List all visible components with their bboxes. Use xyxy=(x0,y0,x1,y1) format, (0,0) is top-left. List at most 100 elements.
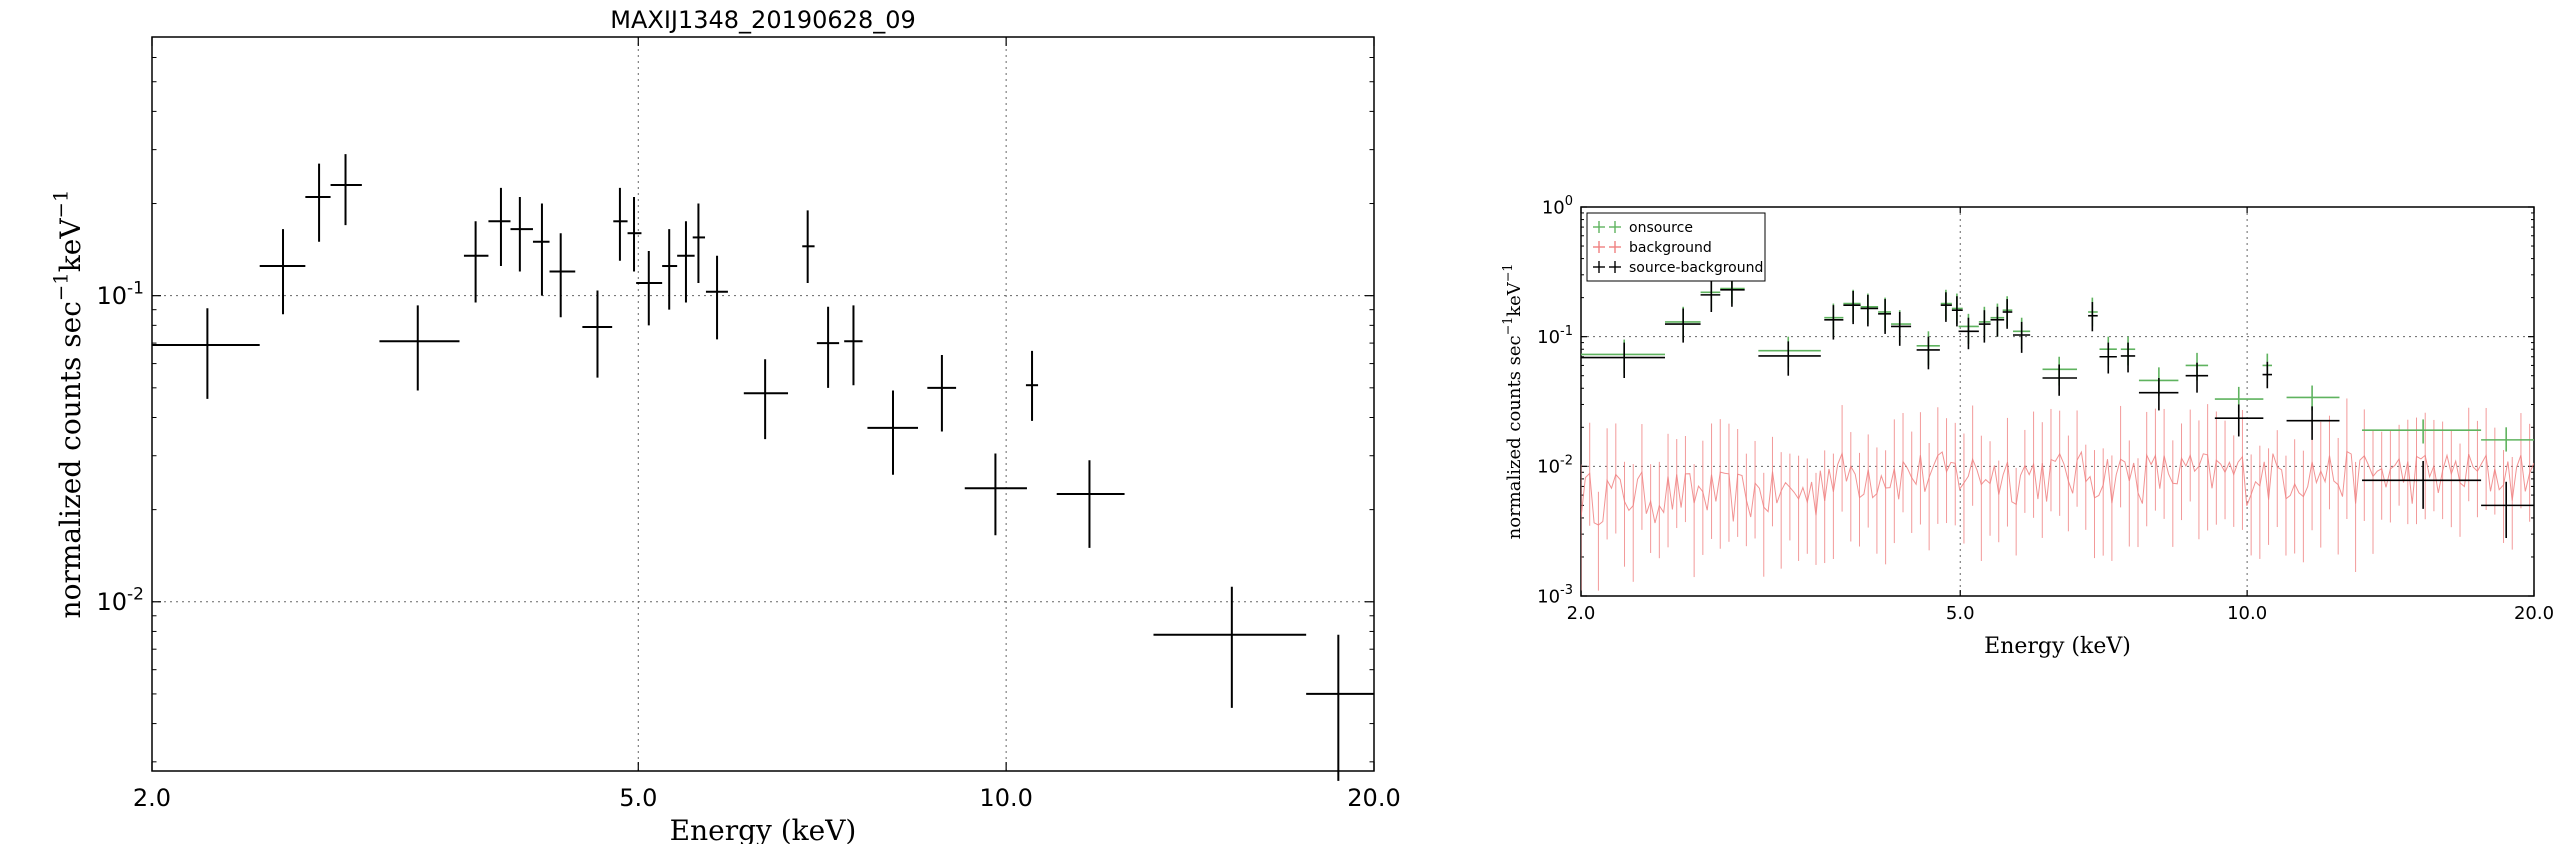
data-point xyxy=(582,290,613,378)
legend-label: onsource xyxy=(1629,220,1693,236)
source-background-point xyxy=(1990,306,2005,337)
y-tick-label: 10-1 xyxy=(97,278,145,310)
source-background-point xyxy=(1700,280,1721,312)
source-background-point xyxy=(1940,292,1952,322)
x-tick-label: 10.0 xyxy=(2227,603,2267,624)
source-background-point xyxy=(1758,341,1821,376)
y-axis-label: normalized counts sec−1keV−1 xyxy=(49,190,87,619)
plot-frame xyxy=(151,36,1375,772)
plot-frame xyxy=(1580,206,2535,597)
data-point xyxy=(1306,634,1374,781)
x-tick-label: 20.0 xyxy=(1347,784,1400,812)
y-label-unit: keV xyxy=(54,218,87,273)
x-tick-label: 2.0 xyxy=(133,784,171,812)
data-point xyxy=(259,229,306,315)
y-tick-label: 10-1 xyxy=(1537,324,1573,348)
y-tick-base: 10 xyxy=(1537,586,1560,607)
data-point xyxy=(152,308,260,399)
chart-title: MAXIJ1348_20190628_09 xyxy=(610,6,916,34)
data-point xyxy=(743,359,789,440)
x-tick-label: 2.0 xyxy=(1567,603,1596,624)
source-background-point xyxy=(1951,296,1963,327)
data-point xyxy=(816,306,840,388)
left-chart: 2.0 5.0 10.0 20.010-210-1MAXIJ1348_20190628… xyxy=(49,6,1400,844)
source-background-point xyxy=(2088,302,2098,332)
y-tick-base: 10 xyxy=(1537,327,1560,348)
data-point xyxy=(802,210,815,284)
onsource-point xyxy=(1581,339,1665,374)
legend-marker xyxy=(1593,261,1621,273)
data-point xyxy=(379,305,460,391)
y-label-exponent: −1 xyxy=(1500,264,1515,283)
data-point xyxy=(692,203,706,284)
source-background-point xyxy=(2002,299,2013,329)
source-background-point xyxy=(1581,342,1665,378)
data-point xyxy=(1056,460,1125,548)
y-label-base: normalized counts sec xyxy=(54,301,87,618)
y-tick-exponent: 0 xyxy=(1565,194,1573,209)
y-tick-base: 10 xyxy=(1537,457,1560,478)
source-background-point xyxy=(1824,305,1844,340)
source-background-point xyxy=(2013,321,2031,353)
x-tick-label: 5.0 xyxy=(619,784,657,812)
source-background-point xyxy=(1860,294,1879,327)
y-tick-exponent: -2 xyxy=(127,584,144,604)
y-label-unit: keV xyxy=(1504,281,1525,317)
source-background-point xyxy=(2120,342,2136,373)
source-background-point xyxy=(1978,310,1991,343)
data-point xyxy=(662,229,678,310)
data-point xyxy=(1153,586,1307,708)
background-trace xyxy=(1581,450,2534,526)
x-axis-label: Energy (keV) xyxy=(1984,634,2131,659)
data-point xyxy=(330,154,362,226)
x-tick-label: 10.0 xyxy=(979,784,1032,812)
y-axis-label: normalized counts sec−1keV−1 xyxy=(1500,264,1525,540)
x-tick-label: 20.0 xyxy=(2514,603,2554,624)
x-axis-label: Energy (keV) xyxy=(670,814,857,844)
source-background-point xyxy=(1664,308,1701,343)
source-background-point xyxy=(2099,342,2117,374)
background-series xyxy=(1581,398,2534,591)
data-point xyxy=(927,355,957,432)
source-background-point xyxy=(2042,364,2078,396)
y-tick-base: 10 xyxy=(97,282,128,310)
y-tick-base: 10 xyxy=(1542,197,1565,218)
y-label-exponent: −1 xyxy=(49,190,72,219)
data-point xyxy=(844,305,863,386)
data-point xyxy=(510,197,533,272)
onsource-point xyxy=(2362,419,2482,444)
data-point xyxy=(613,187,628,261)
y-tick-label: 100 xyxy=(1542,194,1573,218)
data-point xyxy=(305,163,331,242)
data-point xyxy=(549,233,576,318)
y-tick-label: 10-2 xyxy=(97,584,145,616)
source-background-point xyxy=(1958,317,1979,350)
legend-marker xyxy=(1593,241,1621,253)
source-background-point xyxy=(2362,460,2482,509)
data-point xyxy=(964,453,1027,536)
y-label-exponent: −1 xyxy=(49,272,72,301)
source-background-point xyxy=(2185,362,2209,393)
data-point xyxy=(677,221,695,303)
source-background-point xyxy=(2214,404,2264,437)
legend-label: source-background xyxy=(1629,260,1763,276)
y-label-exponent: −1 xyxy=(1500,317,1515,336)
data-point xyxy=(488,187,511,267)
y-tick-label: 10-3 xyxy=(1537,583,1573,607)
data-point xyxy=(636,250,663,326)
legend-marker xyxy=(1593,221,1621,233)
source-background-point xyxy=(1843,291,1861,325)
source-background-point xyxy=(2262,361,2273,389)
source-background-point xyxy=(2481,481,2534,539)
source-background-point xyxy=(1891,311,1912,346)
source-background-point xyxy=(1720,276,1745,307)
data-point xyxy=(867,390,919,475)
source-background-point xyxy=(2286,406,2340,440)
source-background-point xyxy=(1878,299,1892,334)
data-point xyxy=(627,197,642,272)
y-tick-exponent: -1 xyxy=(1560,324,1573,339)
x-tick-label: 5.0 xyxy=(1946,603,1975,624)
source-background-point xyxy=(1916,336,1940,370)
